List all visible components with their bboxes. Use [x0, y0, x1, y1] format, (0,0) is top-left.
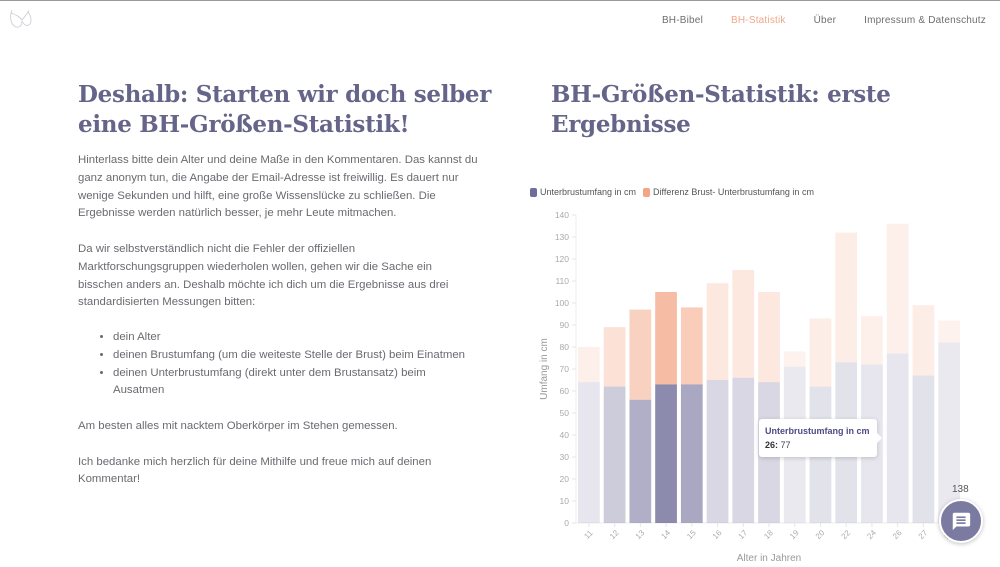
x-tick-label: 16: [711, 528, 724, 541]
top-border: [0, 0, 1000, 1]
bar-underbust[interactable]: [912, 375, 935, 523]
chart-tooltip: Unterbrustumfang in cm 26: 77: [759, 419, 882, 457]
legend-item-difference[interactable]: Differenz Brust- Unterbrustumfang in cm: [643, 187, 814, 197]
bar-difference[interactable]: [680, 307, 703, 385]
paragraph: Am besten alles mit nacktem Oberkörper i…: [78, 419, 398, 432]
bar-chart: 0 10 20 30 40 50 60 70 80 90 100 110 120 130 140 11 12 13…: [539, 210, 962, 564]
legend-swatch: [643, 187, 651, 197]
y-tick-label: 60: [560, 386, 570, 396]
paragraph: Da wir selbstverständlich nicht die Fehl…: [78, 242, 449, 309]
y-tick-label: 90: [560, 320, 570, 330]
bar-difference[interactable]: [783, 351, 806, 367]
y-tick-label: 20: [560, 474, 570, 484]
y-tick-label: 100: [555, 298, 569, 308]
bar-underbust[interactable]: [655, 384, 677, 523]
paragraph: Hinterlass bitte dein Alter und deine Ma…: [78, 154, 478, 220]
nav-bh-statistik[interactable]: BH-Statistik: [731, 15, 786, 26]
list-item: deinen Unterbrustumfang (direkt unter de…: [113, 365, 478, 401]
measurement-list: dein Alter deinen Brustumfang (um die we…: [113, 329, 478, 400]
bar-underbust[interactable]: [629, 399, 652, 523]
x-tick-label: 15: [685, 528, 698, 541]
bar-underbust[interactable]: [680, 384, 703, 523]
x-tick-label: 18: [762, 528, 775, 541]
article-body: Hinterlass bitte dein Alter und deine Ma…: [78, 152, 478, 507]
x-tick-label: 12: [608, 528, 621, 541]
y-tick-label: 10: [560, 496, 570, 506]
bar-difference[interactable]: [886, 223, 909, 354]
bar-underbust[interactable]: [886, 353, 909, 523]
bra-icon[interactable]: [8, 9, 36, 33]
nav-impressum[interactable]: Impressum & Datenschutz: [864, 15, 986, 26]
list-item: dein Alter: [113, 329, 478, 347]
x-tick-label: 11: [582, 528, 595, 541]
y-tick-label: 140: [555, 210, 569, 220]
bar-underbust[interactable]: [938, 342, 960, 523]
y-tick-label: 50: [560, 408, 570, 418]
main-nav: BH-Bibel BH-Statistik Über Impressum & D…: [634, 15, 986, 26]
bar-difference[interactable]: [732, 270, 755, 378]
y-tick-label: 30: [560, 452, 570, 462]
legend-swatch: [530, 187, 537, 197]
comments-button[interactable]: [939, 499, 983, 543]
bar-difference[interactable]: [706, 283, 729, 380]
bar-underbust[interactable]: [603, 386, 626, 523]
y-tick-label: 80: [560, 342, 570, 352]
bar-difference[interactable]: [835, 232, 858, 363]
bar-difference[interactable]: [578, 347, 600, 383]
x-tick-label: 14: [659, 528, 672, 541]
x-tick-label: 24: [865, 528, 878, 541]
list-item: deinen Brustumfang (um die weiteste Stel…: [113, 347, 478, 365]
x-axis-title: Alter in Jahren: [737, 553, 801, 564]
nav-ueber[interactable]: Über: [813, 15, 837, 26]
bar-difference[interactable]: [861, 316, 883, 365]
bar-difference[interactable]: [655, 292, 677, 385]
y-tick-label: 70: [560, 364, 570, 374]
section-title-right: BH-Größen-Statistik: erste Ergebnisse: [551, 81, 891, 138]
y-axis-title: Umfang in cm: [539, 338, 550, 400]
legend-label: Differenz Brust- Unterbrustumfang in cm: [653, 187, 814, 197]
bar-difference[interactable]: [629, 309, 652, 400]
bar-underbust[interactable]: [732, 377, 755, 523]
nav-bh-bibel[interactable]: BH-Bibel: [661, 15, 703, 26]
x-tick-label: 17: [737, 528, 750, 541]
comment-icon: [952, 512, 971, 531]
chart-legend: Unterbrustumfang in cm Differenz Brust- …: [530, 187, 821, 197]
x-tick-label: 26: [891, 528, 904, 541]
x-tick-label: 20: [814, 528, 827, 541]
paragraph: Ich bedanke mich herzlich für deine Mith…: [78, 455, 432, 486]
legend-label: Unterbrustumfang in cm: [540, 187, 637, 197]
x-tick-label: 13: [634, 528, 647, 541]
y-tick-label: 110: [555, 276, 569, 286]
bar-underbust[interactable]: [578, 382, 600, 523]
bar-difference[interactable]: [809, 318, 832, 387]
legend-item-underbust[interactable]: Unterbrustumfang in cm: [530, 187, 636, 197]
y-tick-label: 40: [560, 430, 570, 440]
chart-container: Unterbrustumfang in cm Differenz Brust- …: [520, 180, 990, 567]
bar-difference[interactable]: [603, 327, 626, 387]
y-tick-label: 120: [555, 254, 569, 264]
tooltip-value: 77: [780, 440, 791, 450]
y-tick-label: 130: [555, 232, 569, 242]
bar-difference[interactable]: [758, 292, 780, 383]
x-tick-label: 27: [917, 528, 930, 541]
tooltip-title: Unterbrustumfang in cm: [765, 426, 870, 436]
x-tick-label: 19: [788, 528, 801, 541]
bar-difference[interactable]: [912, 305, 935, 376]
tooltip-key: 26:: [765, 440, 779, 450]
bar-difference[interactable]: [938, 320, 960, 343]
bar-underbust[interactable]: [706, 380, 729, 523]
comment-count: 138: [952, 484, 969, 495]
x-tick-label: 22: [840, 528, 853, 541]
section-title-left: Deshalb: Starten wir doch selber eine BH…: [78, 81, 492, 138]
y-tick-label: 0: [564, 518, 569, 528]
